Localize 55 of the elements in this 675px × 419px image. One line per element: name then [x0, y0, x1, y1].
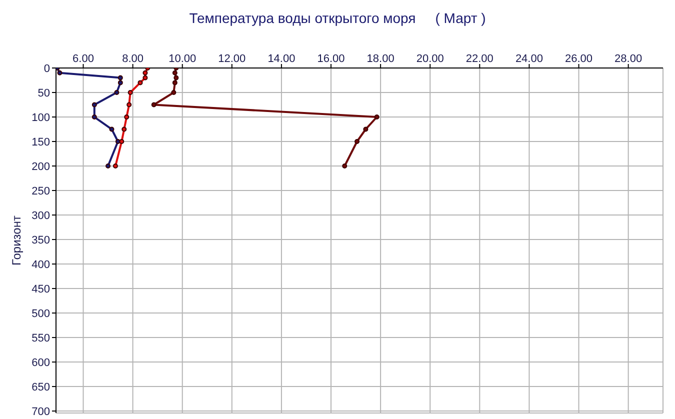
- point: [142, 75, 148, 80]
- x-tick-label: 28.00: [614, 53, 642, 65]
- x-tick-label: 26.00: [565, 53, 593, 65]
- point: [363, 126, 368, 132]
- y-tick-label: 650: [32, 381, 50, 394]
- y-tick-label: 400: [32, 258, 50, 271]
- x-tick-label: 24.00: [515, 53, 543, 65]
- point: [118, 75, 123, 80]
- chart-title: Температура воды открытого моря ( Март ): [188, 10, 487, 26]
- y-tick-label: 700: [32, 406, 50, 418]
- point: [57, 70, 62, 76]
- y-tick-label: 450: [32, 283, 50, 296]
- x-tick-label: 16.00: [317, 53, 345, 65]
- point: [119, 139, 124, 144]
- point: [172, 80, 178, 86]
- point: [354, 139, 360, 144]
- point: [374, 114, 380, 120]
- point: [342, 164, 348, 169]
- point: [92, 114, 97, 120]
- x-tick-label: 14.00: [268, 53, 296, 65]
- x-tick-label: 18.00: [366, 53, 394, 65]
- x-tick-label: 10.00: [168, 53, 196, 65]
- y-tick-label: 550: [32, 332, 50, 344]
- x-tick-label: 20.00: [416, 53, 444, 65]
- x-tick-label: 6.00: [72, 53, 94, 65]
- point: [109, 126, 114, 132]
- x-tick-label: 22.00: [466, 53, 494, 65]
- y-tick-label: 50: [38, 87, 50, 100]
- y-tick-label: 600: [32, 356, 50, 369]
- point: [174, 75, 179, 80]
- point: [171, 90, 176, 96]
- point: [138, 80, 143, 86]
- y-tick-label: 500: [32, 308, 50, 320]
- y-tick-label: 200: [32, 160, 50, 173]
- point: [92, 102, 97, 108]
- point: [124, 114, 130, 120]
- point: [142, 70, 148, 76]
- point: [114, 90, 120, 96]
- y-tick-label: 0: [44, 62, 50, 75]
- point: [112, 164, 118, 169]
- point: [122, 126, 127, 132]
- y-tick-label: 300: [32, 210, 50, 222]
- point: [172, 70, 178, 76]
- y-tick-label: 100: [32, 112, 50, 124]
- point: [106, 164, 111, 169]
- point: [118, 80, 123, 86]
- point: [151, 102, 156, 108]
- point: [128, 90, 133, 96]
- y-axis-title: Горизонт: [9, 215, 24, 266]
- y-tick-label: 150: [32, 136, 50, 148]
- point: [126, 102, 132, 108]
- y-tick-label: 250: [32, 185, 50, 198]
- x-tick-label: 8.00: [122, 53, 144, 65]
- y-tick-label: 350: [32, 234, 50, 246]
- x-tick-label: 12.00: [218, 53, 246, 65]
